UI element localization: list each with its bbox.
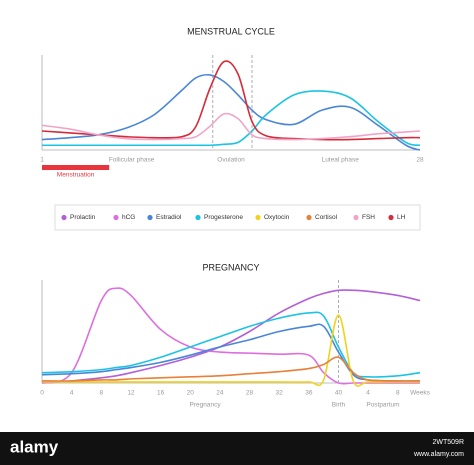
legend-marker: [147, 214, 153, 221]
legend-label: Estradiol: [156, 214, 182, 221]
annotation: Ovulation: [217, 157, 245, 164]
annotation: Luteal phase: [322, 157, 360, 164]
x-tick-label: 24: [216, 390, 224, 397]
annotation: Follicular phase: [109, 157, 155, 164]
x-tick-label: 16: [157, 390, 165, 397]
legend-marker: [306, 214, 312, 221]
legend-marker: [388, 214, 394, 221]
watermark-url: www.alamy.com: [413, 451, 464, 458]
watermark-band: [0, 432, 474, 465]
legend-label: FSH: [362, 214, 375, 221]
legend-marker: [113, 214, 119, 221]
legend-label: Prolactin: [70, 214, 96, 221]
x-tick-label: 8: [396, 390, 400, 397]
legend-label: Progesterone: [204, 214, 243, 221]
series-line: [41, 112, 421, 141]
x-tick-label: 40: [335, 390, 343, 397]
series-line: [42, 90, 421, 147]
x-tick-label: 4: [70, 390, 74, 397]
legend-label: Cortisol: [315, 214, 338, 221]
series-line: [41, 73, 421, 151]
annotation: Postpartum: [366, 402, 399, 409]
series-line: [41, 289, 421, 384]
legend-marker: [255, 214, 261, 221]
series-line: [41, 314, 420, 387]
annotation: Pregnancy: [190, 402, 222, 409]
series-line: [41, 356, 421, 382]
legend-marker: [195, 214, 201, 221]
x-axis-label: Weeks: [410, 390, 430, 397]
x-tick-label: 32: [276, 390, 284, 397]
series-line: [41, 323, 421, 382]
x-tick-label: 36: [305, 390, 313, 397]
band-label: Menstruation: [57, 172, 95, 179]
legend-marker: [61, 214, 67, 221]
x-tick-label: 4: [366, 390, 370, 397]
annotation: Birth: [332, 402, 346, 409]
legend-label: Oxytocin: [264, 214, 290, 221]
x-tick-label: 20: [187, 390, 195, 397]
legend-marker: [353, 214, 359, 221]
series-line: [41, 60, 421, 141]
chart-title: MENSTRUAL CYCLE: [187, 26, 275, 36]
legend-label: hCG: [122, 214, 135, 221]
x-tick-label: 28: [416, 157, 424, 164]
x-tick-label: 1: [40, 157, 44, 164]
band: [42, 165, 110, 170]
watermark-id: 2WT509R: [432, 439, 464, 446]
legend-label: LH: [397, 214, 406, 221]
x-tick-label: 8: [99, 390, 103, 397]
x-tick-label: 28: [246, 390, 254, 397]
chart-title: PREGNANCY: [202, 262, 259, 272]
x-tick-label: 12: [127, 390, 135, 397]
x-tick-label: 0: [40, 390, 44, 397]
series-line: [41, 287, 420, 385]
watermark-brand: alamy: [10, 437, 59, 456]
